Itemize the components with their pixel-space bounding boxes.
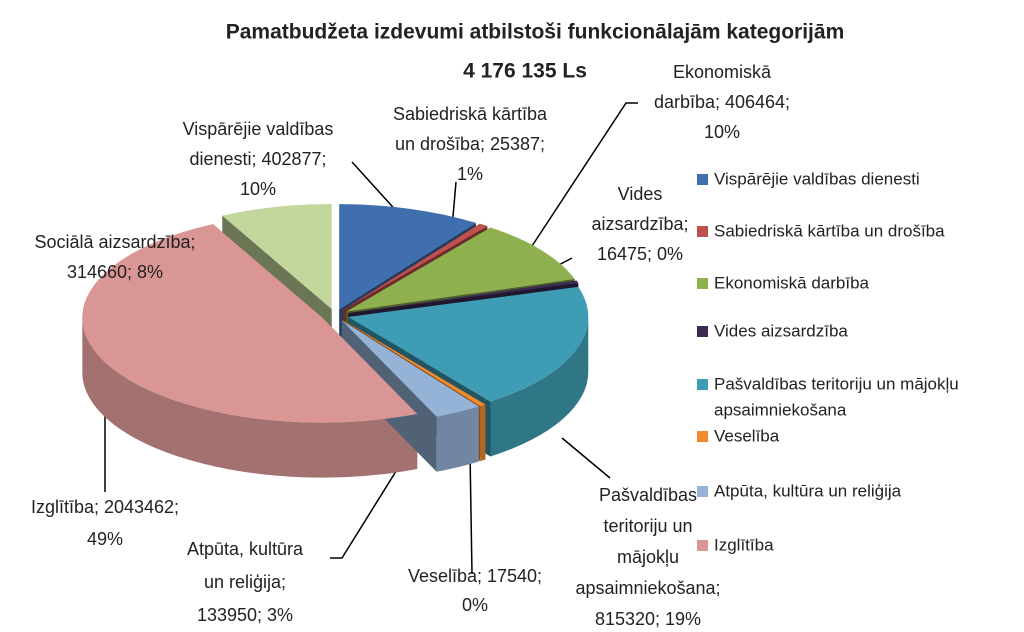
legend-label: Atpūta, kultūra un reliģija xyxy=(714,481,902,500)
legend-swatch xyxy=(697,226,708,237)
data-label: 133950; 3% xyxy=(197,605,293,625)
data-label: Sabiedriskā kārtība xyxy=(393,104,548,124)
pie-slice xyxy=(341,320,479,417)
legend-label: Pašvaldības teritoriju un mājokļu xyxy=(714,374,959,393)
data-label: aizsardzība; xyxy=(591,214,688,234)
data-label: Atpūta, kultūra xyxy=(187,539,304,559)
pie-slice xyxy=(346,227,575,312)
data-label: 314660; 8% xyxy=(67,262,163,282)
data-label: apsaimniekošana; xyxy=(575,578,720,598)
data-label: mājokļu xyxy=(617,547,679,567)
pie-tops xyxy=(82,204,589,423)
pie-slice xyxy=(343,319,486,407)
legend-swatch xyxy=(697,431,708,442)
legend-label: Ekonomiskā darbība xyxy=(714,273,870,292)
data-label: dienesti; 402877; xyxy=(189,149,326,169)
legend-swatch xyxy=(697,278,708,289)
pie-wall xyxy=(436,406,479,472)
leader-line xyxy=(351,161,401,216)
pie-slice xyxy=(348,280,579,314)
pie-wall xyxy=(82,317,418,478)
leader-line xyxy=(330,467,399,559)
data-label: 1% xyxy=(457,164,483,184)
legend-label: Veselība xyxy=(714,426,780,445)
legend-swatch xyxy=(697,379,708,390)
legend-swatch xyxy=(697,174,708,185)
legend-label: Izglītība xyxy=(714,535,774,554)
legend-swatch xyxy=(697,486,708,497)
pie-slice xyxy=(82,224,418,423)
legend-label: Vispārējie valdības dienesti xyxy=(714,169,920,188)
legend-label: apsaimniekošana xyxy=(714,400,847,419)
data-label: teritoriju un xyxy=(603,516,692,536)
data-label: 49% xyxy=(87,529,123,549)
data-label: Izglītība; 2043462; xyxy=(31,497,179,517)
leader-line xyxy=(531,102,638,247)
data-label: Veselība; 17540; xyxy=(408,566,542,586)
legend-label: Sabiedriskā kārtība un drošība xyxy=(714,221,945,240)
data-label: Ekonomiskā xyxy=(673,62,772,82)
data-label: 0% xyxy=(462,595,488,615)
pie-slice xyxy=(339,204,476,310)
data-label: Vispārējie valdības xyxy=(183,119,334,139)
data-label: Vides xyxy=(618,184,663,204)
data-label: darbība; 406464; xyxy=(654,92,790,112)
pie-slice xyxy=(343,223,488,311)
legend-label: Vides aizsardzība xyxy=(714,321,848,340)
leader-lines xyxy=(104,102,638,575)
data-label: un drošība; 25387; xyxy=(395,134,545,154)
chart-subtitle: 4 176 135 Ls xyxy=(463,60,587,83)
legend-swatch xyxy=(697,326,708,337)
data-label: un reliģija; xyxy=(204,572,286,592)
leader-line xyxy=(561,437,611,479)
leader-line xyxy=(469,451,473,575)
data-label: Sociālā aizsardzība; xyxy=(34,232,195,252)
data-label: Pašvaldības xyxy=(599,485,697,505)
data-label: 10% xyxy=(240,179,276,199)
pie-wall xyxy=(490,316,589,457)
pie-slice xyxy=(348,286,589,402)
legend-swatch xyxy=(697,540,708,551)
pie-wall xyxy=(480,404,486,462)
chart-title: Pamatbudžeta izdevumi atbilstoši funkcio… xyxy=(226,21,845,44)
data-label: 10% xyxy=(704,122,740,142)
pie-slice xyxy=(222,204,332,310)
data-label: 815320; 19% xyxy=(595,609,701,629)
data-label: 16475; 0% xyxy=(597,244,683,264)
